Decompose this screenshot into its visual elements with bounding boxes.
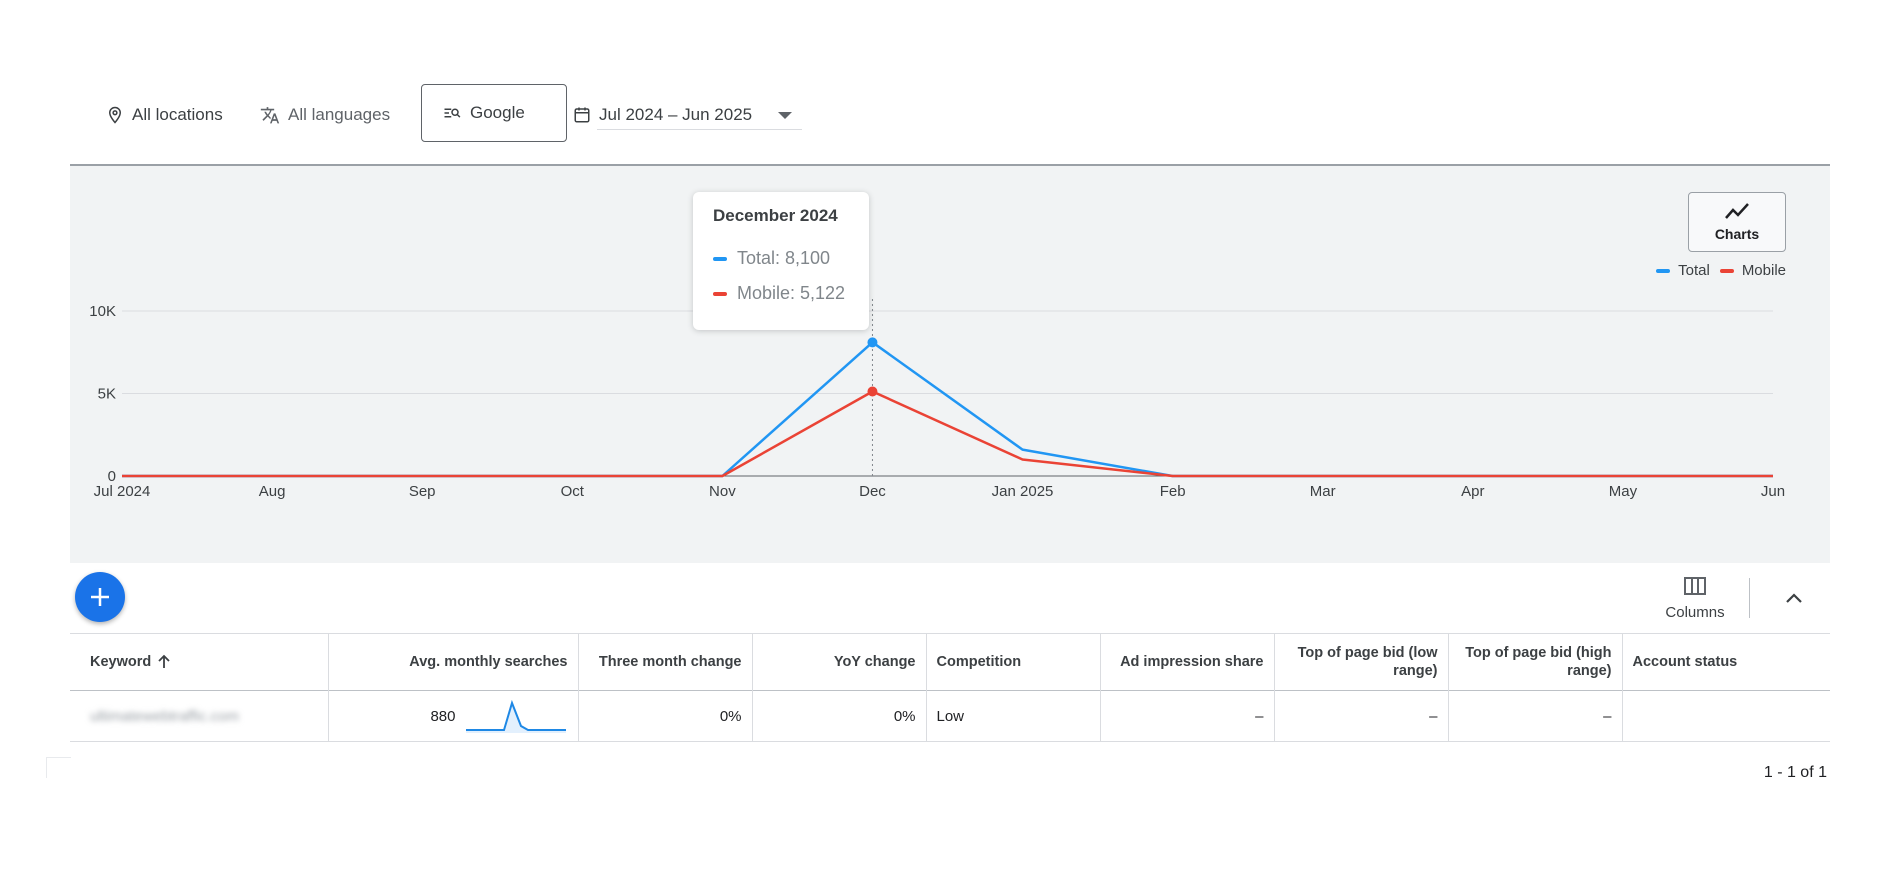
tooltip-total-row: Total: 8,100: [713, 248, 849, 269]
x-tick-label: Jan 2025: [992, 483, 1054, 500]
x-tick-label: Jun: [1761, 483, 1785, 500]
header-three-month-change[interactable]: Three month change: [578, 633, 753, 691]
header-bid-high[interactable]: Top of page bid (high range): [1448, 633, 1623, 691]
header-ad-impression-share[interactable]: Ad impression share: [1100, 633, 1275, 691]
tooltip-total-value: Total: 8,100: [737, 248, 831, 268]
x-tick-label: Apr: [1461, 483, 1484, 500]
location-filter[interactable]: All locations: [106, 84, 223, 146]
cell-ad-impression-share: –: [1100, 690, 1275, 742]
avg-monthly-value: 880: [430, 707, 456, 725]
chart-panel-border: [70, 164, 1830, 166]
network-filter[interactable]: Google: [421, 84, 567, 142]
tooltip-title: December 2024: [713, 206, 838, 225]
add-keyword-button[interactable]: [75, 572, 125, 622]
trend-line-chart: 0 5K 10K Jul 2024 Aug Sep Oct Nov Dec Jan 2025 Feb…: [89, 299, 1785, 500]
chart-tooltip: December 2024 Total: 8,100 Mobile: 5,122: [693, 192, 869, 330]
y-tick-label: 5K: [98, 386, 116, 403]
translate-icon: [260, 107, 280, 124]
x-tick-label: Aug: [259, 483, 286, 500]
trend-sparkline: [465, 699, 566, 733]
location-pin-icon: [108, 106, 122, 124]
line-chart-icon: [1725, 203, 1749, 219]
header-keyword-label: Keyword: [90, 654, 152, 670]
keyword-table: Keyword Avg. monthly searches Three mont…: [70, 633, 1830, 742]
language-filter[interactable]: All languages: [260, 84, 390, 146]
series-line-mobile: [122, 390, 1773, 478]
sort-ascending-icon: [158, 654, 170, 669]
table-header-row: Keyword Avg. monthly searches Three mont…: [70, 633, 1830, 691]
y-tick-label: 10K: [89, 303, 116, 320]
columns-button[interactable]: Columns: [1655, 576, 1735, 628]
tooltip-mobile-value: Mobile: 5,122: [737, 283, 846, 303]
tooltip-mobile-swatch: [713, 291, 727, 296]
tooltip-mobile-row: Mobile: 5,122: [713, 283, 849, 304]
header-account-status[interactable]: Account status: [1632, 654, 1738, 670]
network-filter-label: Google: [470, 103, 525, 122]
dropdown-arrow-icon: [778, 111, 793, 119]
plus-icon: [91, 588, 109, 606]
table-row[interactable]: ultimatewebtraffic.com 880 0% 0% Low – –…: [70, 690, 1830, 742]
legend-total-swatch: [1656, 268, 1671, 273]
chart-legend: Total Mobile: [1656, 262, 1786, 279]
series-line-total: [122, 341, 1773, 478]
header-keyword[interactable]: Keyword: [70, 633, 329, 691]
legend-item-mobile[interactable]: Mobile: [1719, 262, 1786, 279]
highlight-point-mobile: [867, 386, 878, 397]
cell-account-status: [1622, 691, 1830, 742]
x-tick-label: Feb: [1160, 483, 1186, 500]
columns-button-label: Columns: [1665, 604, 1725, 621]
header-avg-monthly-searches[interactable]: Avg. monthly searches: [328, 633, 579, 691]
cell-avg-monthly-searches: 880: [328, 690, 579, 742]
cell-three-month-change: 0%: [578, 690, 753, 742]
x-tick-label: Nov: [709, 483, 736, 500]
legend-mobile-label: Mobile: [1741, 262, 1786, 279]
date-range-underline: [597, 129, 803, 130]
y-tick-label: 0: [108, 468, 116, 485]
highlight-point-total: [867, 337, 878, 348]
legend-item-total[interactable]: Total: [1656, 262, 1710, 279]
x-tick-label: Jul 2024: [94, 483, 151, 500]
collapse-chart-button[interactable]: [1780, 584, 1808, 612]
charts-button[interactable]: Charts: [1688, 192, 1786, 252]
x-tick-label: Oct: [561, 483, 585, 500]
language-filter-label: All languages: [288, 105, 391, 124]
x-tick-label: May: [1609, 483, 1638, 500]
chevron-up-icon: [1786, 593, 1802, 603]
cell-competition: Low: [926, 690, 1101, 742]
filter-bar: All locations All languages Google Jul 2…: [70, 84, 810, 146]
columns-icon: [1684, 577, 1706, 595]
date-range-label: Jul 2024 – Jun 2025: [599, 105, 753, 124]
header-yoy-change[interactable]: YoY change: [752, 633, 927, 691]
date-range-selector[interactable]: Jul 2024 – Jun 2025: [573, 84, 803, 146]
cell-bid-high: –: [1448, 690, 1623, 742]
trend-chart-panel: 0 5K 10K Jul 2024 Aug Sep Oct Nov Dec Jan 2025 Feb…: [70, 164, 1830, 563]
calendar-icon: [574, 107, 590, 123]
toolbar-divider: [1749, 578, 1750, 618]
header-bid-low[interactable]: Top of page bid (low range): [1274, 633, 1449, 691]
x-tick-label: Sep: [409, 483, 436, 500]
search-network-icon: [444, 108, 461, 118]
location-filter-label: All locations: [132, 105, 223, 124]
charts-button-label: Charts: [1714, 226, 1760, 242]
x-tick-label: Dec: [859, 483, 886, 500]
tooltip-total-swatch: [713, 256, 727, 261]
x-tick-label: Mar: [1310, 483, 1336, 500]
legend-total-label: Total: [1678, 262, 1710, 279]
cell-keyword[interactable]: ultimatewebtraffic.com: [70, 690, 329, 742]
pagination-info: 1 - 1 of 1: [1763, 764, 1827, 781]
header-competition[interactable]: Competition: [926, 633, 1101, 691]
table-corner-decoration: [46, 757, 71, 778]
cell-yoy-change: 0%: [752, 690, 927, 742]
cell-bid-low: –: [1274, 690, 1449, 742]
legend-mobile-swatch: [1719, 268, 1734, 273]
